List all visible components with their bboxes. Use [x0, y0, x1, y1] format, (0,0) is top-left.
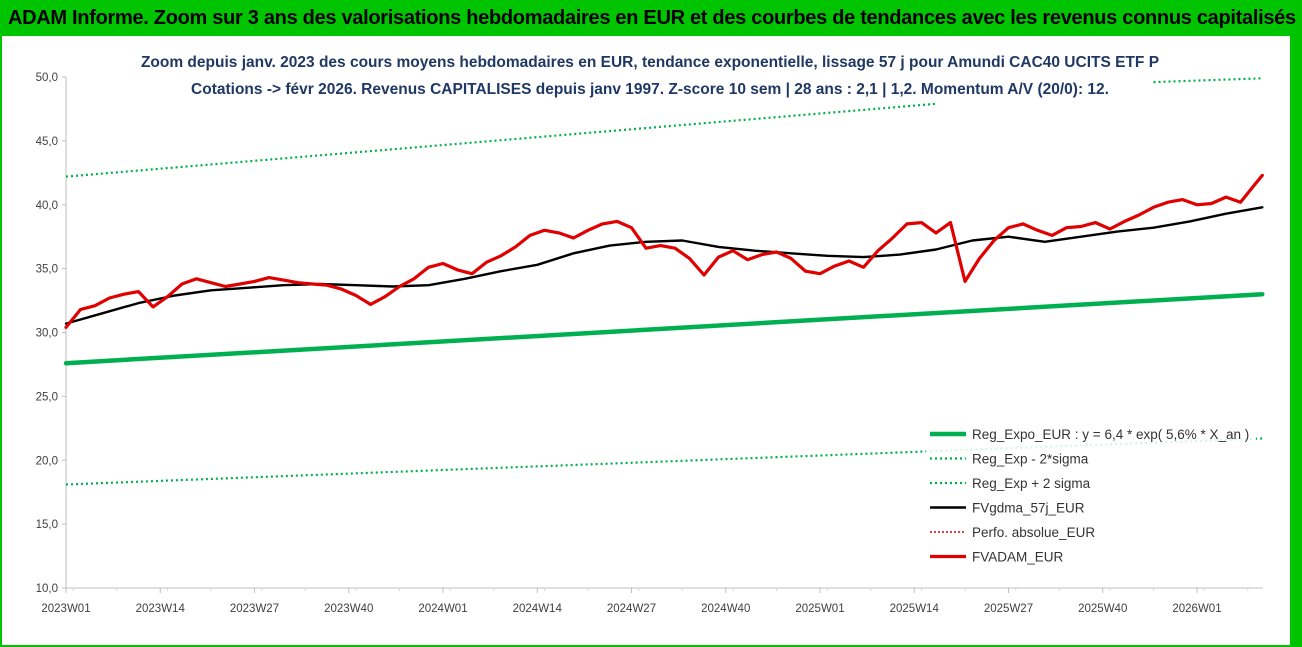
y-tick-label: 20,0 — [36, 455, 58, 467]
y-tick-label: 30,0 — [36, 328, 58, 340]
y-tick-label: 50,0 — [36, 72, 58, 84]
y-tick-label: 15,0 — [36, 519, 58, 531]
y-tick-label: 10,0 — [36, 583, 58, 595]
frame-border-left — [0, 36, 2, 647]
x-tick-label: 2025W40 — [1078, 603, 1127, 615]
x-tick-label: 2025W01 — [795, 603, 844, 615]
x-tick-label: 2025W27 — [984, 603, 1033, 615]
y-tick-label: 35,0 — [36, 264, 58, 276]
series-line-fvgdma — [64, 206, 1264, 325]
x-tick-label: 2023W14 — [136, 603, 186, 615]
series-line-reg_expo — [63, 291, 1265, 366]
legend-label-reg_plus: Reg_Exp + 2 sigma — [972, 476, 1091, 491]
x-tick-label: 2023W01 — [41, 603, 90, 615]
legend-label-reg_minus: Reg_Exp - 2*sigma — [972, 452, 1089, 467]
chart-title: Zoom depuis janv. 2023 des cours moyens … — [141, 54, 1159, 71]
series-line-reg_plus — [65, 77, 1263, 178]
chart-subtitle: Cotations -> févr 2026. Revenus CAPITALI… — [191, 81, 1109, 98]
x-tick-label: 2024W01 — [418, 603, 467, 615]
x-tick-label: 2023W27 — [230, 603, 279, 615]
frame-border-bottom — [0, 645, 1302, 647]
y-tick-label: 25,0 — [36, 391, 58, 403]
frame-border-right — [1290, 36, 1302, 647]
series-group — [63, 77, 1265, 486]
x-tick-label: 2024W27 — [607, 603, 656, 615]
y-tick-label: 45,0 — [36, 136, 58, 148]
x-tick-label: 2026W01 — [1172, 603, 1221, 615]
x-tick-label: 2024W14 — [513, 603, 563, 615]
x-tick-label: 2024W40 — [701, 603, 750, 615]
legend-label-reg_expo: Reg_Expo_EUR : y = 6,4 * exp( 5,6% * X_a… — [972, 427, 1249, 442]
axes: 10,0 15,0 20,0 25,0 30,0 35,0 40,0 45,0 50,0 2023… — [36, 72, 1263, 615]
legend-label-fvgdma: FVgdma_57j_EUR — [972, 501, 1085, 516]
report-title: ADAM Informe. Zoom sur 3 ans des valoris… — [0, 0, 1302, 36]
series-line-fvadam — [64, 173, 1264, 329]
legend-background — [926, 420, 1256, 573]
legend: Reg_Expo_EUR : y = 6,4 * exp( 5,6% * X_a… — [926, 420, 1256, 573]
legend-label-perfo: Perfo. absolue_EUR — [972, 525, 1095, 540]
x-tick-label: 2025W14 — [890, 603, 940, 615]
x-tick-label: 2023W40 — [324, 603, 373, 615]
y-tick-label: 40,0 — [36, 200, 58, 212]
legend-label-fvadam: FVADAM_EUR — [972, 550, 1064, 565]
